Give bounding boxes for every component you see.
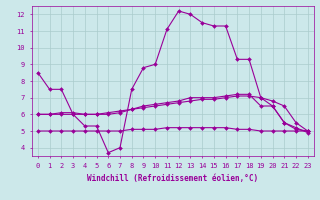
X-axis label: Windchill (Refroidissement éolien,°C): Windchill (Refroidissement éolien,°C) [87,174,258,184]
